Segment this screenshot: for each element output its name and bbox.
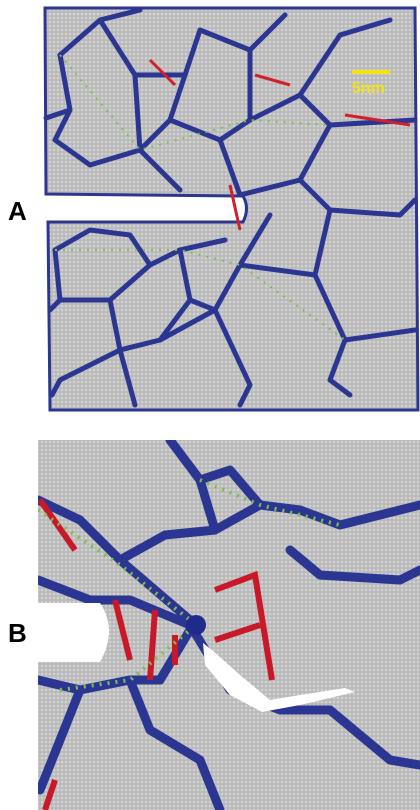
- panel-b: B: [8, 440, 420, 810]
- grain-boundaries-a: [43, 7, 418, 408]
- scale-bar-label: 5nm: [352, 80, 385, 97]
- panel-a: 5nm A: [8, 6, 420, 412]
- panel-label: A: [8, 196, 27, 226]
- panel-label: B: [8, 618, 27, 648]
- notch: [38, 603, 109, 662]
- crack: [203, 643, 355, 712]
- void: [186, 615, 206, 635]
